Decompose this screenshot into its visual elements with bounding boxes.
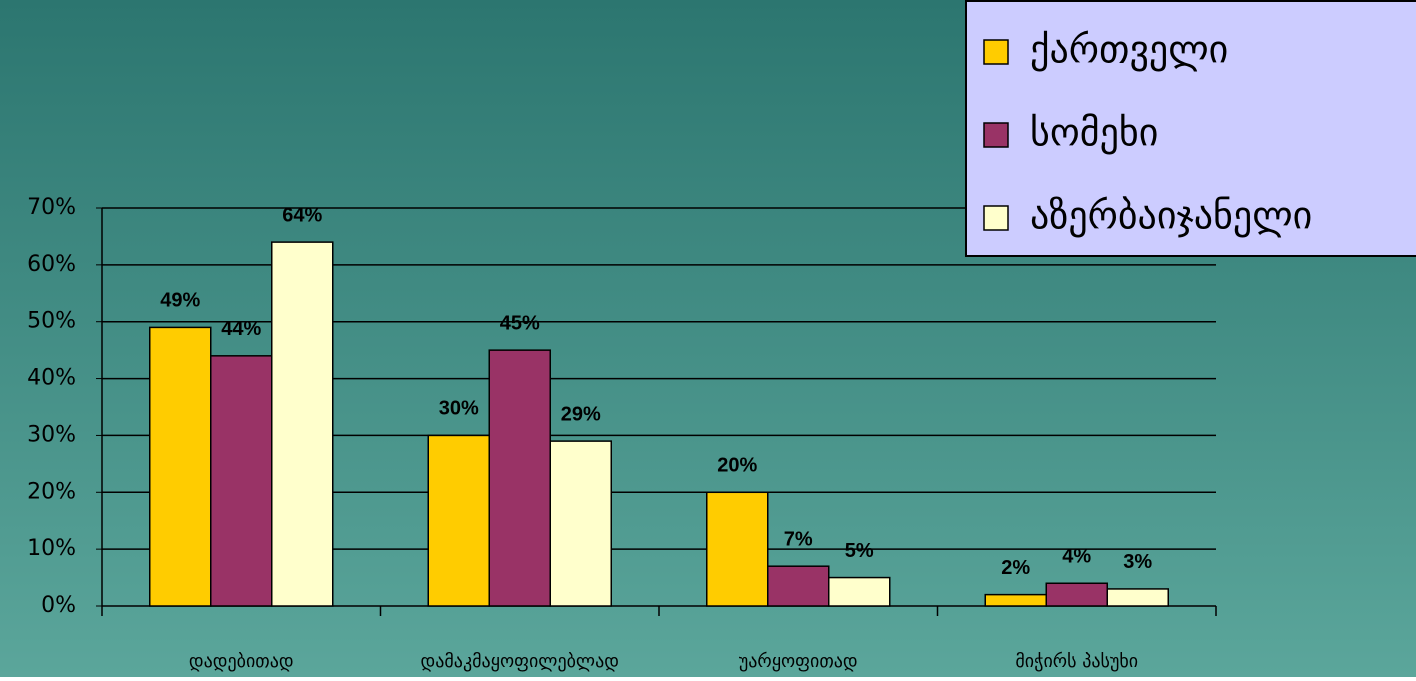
x-tick-label: დადებითად	[189, 651, 294, 672]
data-label: 29%	[561, 403, 601, 425]
data-label: 7%	[784, 528, 813, 550]
legend-swatch	[983, 205, 1009, 231]
bar	[488, 349, 551, 607]
data-label: 30%	[439, 398, 479, 420]
bar	[549, 440, 612, 607]
y-tick-label: 10%	[27, 536, 76, 561]
y-tick-label: 30%	[27, 422, 76, 447]
data-label: 2%	[1001, 557, 1030, 579]
bar	[149, 326, 212, 607]
bar	[427, 434, 490, 607]
data-label: 64%	[282, 204, 322, 226]
y-tick-label: 0%	[41, 593, 76, 618]
y-tick-label: 20%	[27, 479, 76, 504]
legend-swatch	[983, 39, 1009, 65]
legend-label: აზერბაიჯანელი	[1030, 194, 1312, 238]
data-label: 49%	[160, 290, 200, 312]
x-tick-label: უარყოფითად	[739, 651, 858, 672]
data-label: 20%	[717, 455, 757, 477]
data-label: 5%	[845, 540, 874, 562]
bar	[271, 241, 334, 607]
y-tick-label: 70%	[27, 195, 76, 220]
bar	[1045, 582, 1108, 607]
data-label: 44%	[221, 318, 261, 340]
y-tick-label: 40%	[27, 366, 76, 391]
legend-label: სომეხი	[1030, 111, 1158, 155]
bar	[984, 593, 1047, 607]
y-tick-label: 60%	[27, 252, 76, 277]
bar	[767, 565, 830, 607]
bar	[210, 355, 273, 607]
bar	[706, 491, 769, 607]
legend-label: ქართველი	[1030, 28, 1228, 72]
data-label: 45%	[500, 312, 540, 334]
data-label: 4%	[1062, 546, 1091, 568]
y-tick-label: 50%	[27, 309, 76, 334]
x-tick-label: დამაკმაყოფილებლად	[421, 651, 619, 672]
legend-box	[965, 0, 1416, 257]
x-tick-label: მიჭირს პასუხი	[1015, 651, 1138, 672]
legend-swatch	[983, 122, 1009, 148]
bar	[828, 576, 891, 607]
bar	[1106, 588, 1169, 607]
data-label: 3%	[1123, 551, 1152, 573]
